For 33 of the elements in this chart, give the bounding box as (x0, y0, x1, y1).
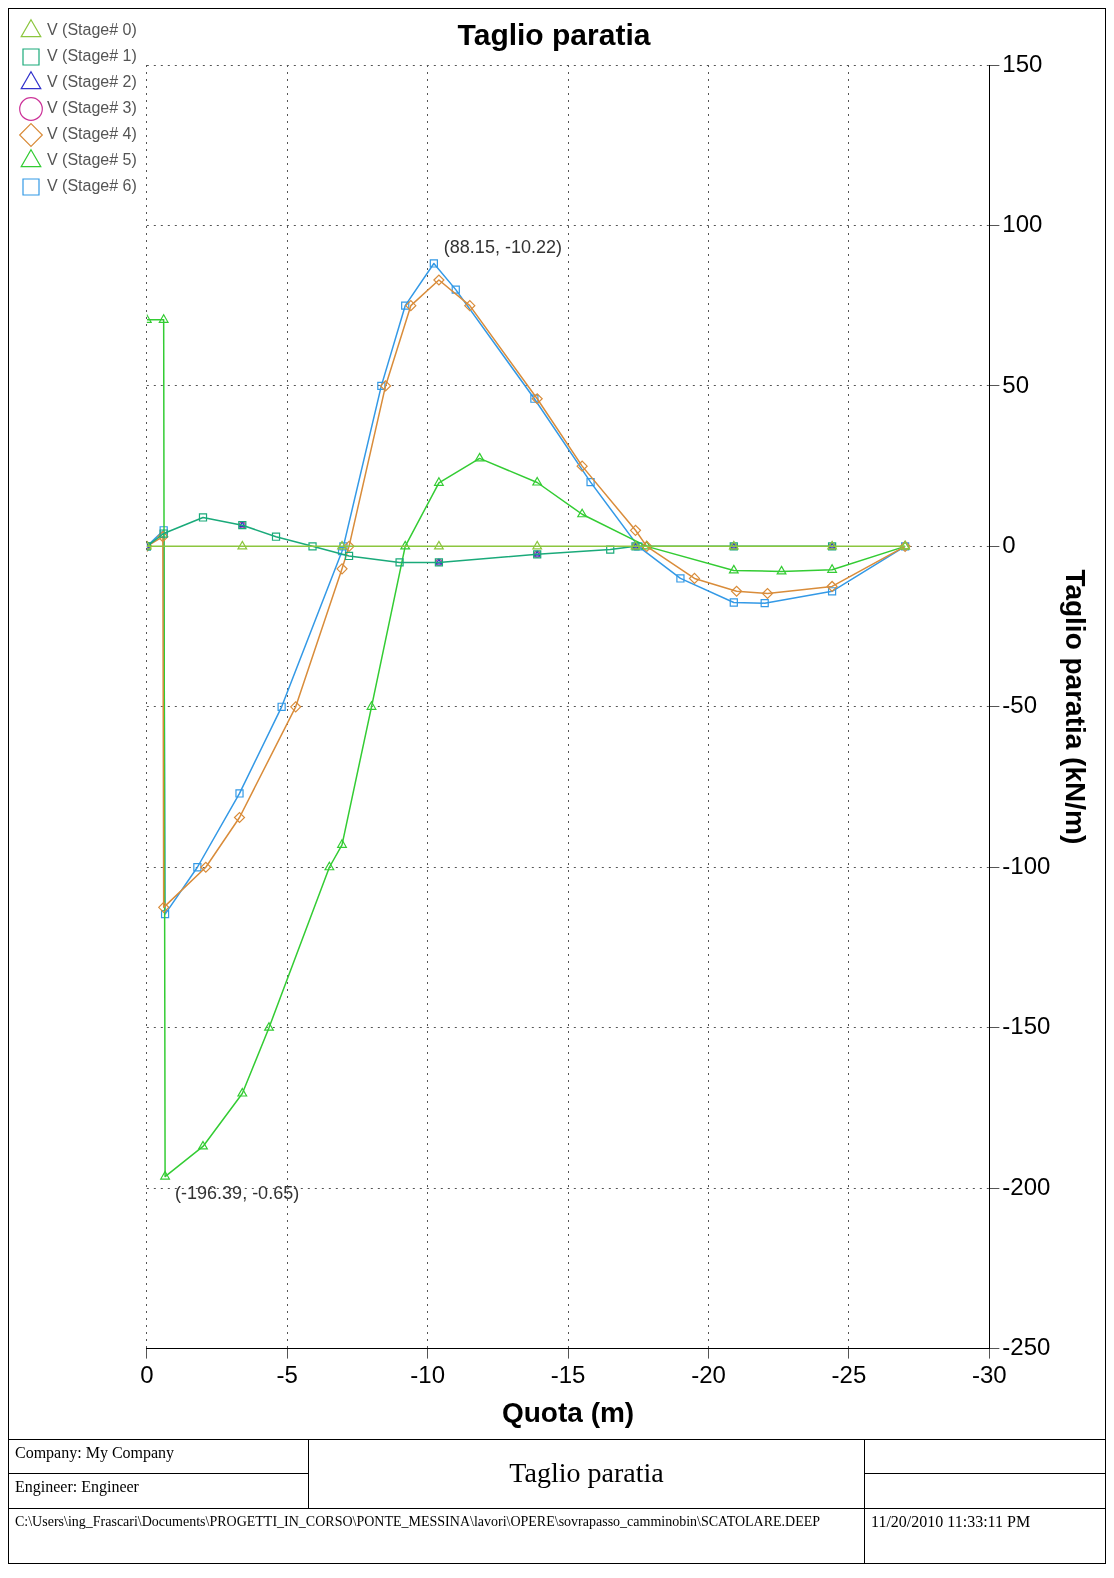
annotation: (-196.39, -0.65) (175, 1182, 300, 1203)
x-tick-label: -25 (831, 1360, 867, 1388)
x-axis-title: Quota (m) (501, 1396, 635, 1428)
y-tick-label: 100 (1002, 210, 1043, 238)
legend-label: V (Stage# 5) (47, 151, 137, 169)
y-tick-label: -50 (1002, 691, 1038, 719)
x-tick-label: -20 (691, 1360, 726, 1388)
legend-label: V (Stage# 3) (47, 99, 137, 117)
y-tick-label: -250 (1002, 1333, 1051, 1361)
x-tick-label: -15 (550, 1360, 586, 1388)
annotation: (88.15, -10.22) (443, 237, 562, 258)
legend-label: V (Stage# 1) (47, 47, 137, 65)
legend-label: V (Stage# 2) (47, 73, 137, 91)
x-tick-label: 0 (140, 1360, 154, 1388)
legend-label: V (Stage# 4) (47, 125, 137, 143)
text: 11/20/2010 11:33:11 PM (865, 1508, 1105, 1563)
y-tick-label: -100 (1002, 851, 1051, 879)
text: Company: My Company (9, 1440, 309, 1474)
y-tick-label: 0 (1002, 530, 1016, 558)
y-tick-label: 150 (1002, 49, 1043, 77)
text: Taglio paratia (309, 1440, 865, 1508)
legend-label: V (Stage# 0) (47, 21, 137, 39)
y-tick-label: 50 (1002, 370, 1030, 398)
text: Engineer: Engineer (9, 1474, 309, 1508)
y-axis-title: Taglio paratia (kN/m) (1060, 569, 1092, 845)
y-tick-label: -200 (1002, 1172, 1051, 1200)
x-tick-label: -5 (276, 1360, 298, 1388)
chart-title: Taglio paratia (457, 18, 651, 52)
x-tick-label: -30 (972, 1360, 1007, 1388)
legend-label: V (Stage# 6) (47, 177, 137, 195)
y-tick-label: -150 (1002, 1012, 1051, 1040)
x-tick-label: -10 (410, 1360, 446, 1388)
text: C:\Users\ing_Frascari\Documents\PROGETTI_IN_CORSO\PONTE_MESSINA\lavori\OPERE\sovrapasso_camminobin\SCATOLARE.DEEP (9, 1508, 865, 1563)
